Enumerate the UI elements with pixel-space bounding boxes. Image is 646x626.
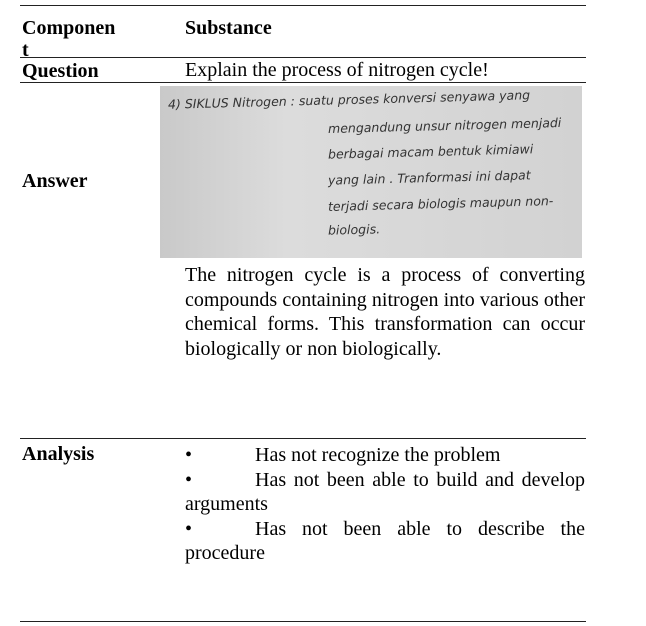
bullet-text: Has not been able to build and develop a… (185, 468, 585, 516)
bullet-item: • Has not been able to build and develop … (185, 468, 585, 517)
bullet: • (185, 517, 193, 540)
header-cell: Substance (185, 17, 272, 39)
table-rule (20, 438, 586, 439)
bullet-text: Has not been able to describe the proced… (185, 517, 585, 565)
handwriting-line: 4) SIKLUS Nitrogen : suatu proses konver… (167, 87, 531, 112)
handwriting-line: terjadi secara biologis maupun non- (327, 193, 554, 214)
table-rule (20, 5, 586, 6)
table-rule (20, 82, 586, 83)
bullet-item: • Has not been able to describe the proce… (185, 517, 585, 566)
row-content: Explain the process of nitrogen cycle! (185, 59, 489, 81)
row-label: Answer (22, 170, 88, 192)
handwriting-line: mengandung unsur nitrogen menjadi (327, 114, 562, 137)
handwriting-line: biologis. (327, 221, 381, 238)
table-rule (20, 57, 586, 58)
handwriting-image: 4) SIKLUS Nitrogen : suatu proses konver… (160, 86, 582, 258)
handwriting-line: berbagai macam bentuk kimiawi (327, 141, 534, 162)
bullet: • (185, 444, 193, 466)
bullet-list: • Has not recognize the problem • Has not b… (185, 443, 585, 566)
bullet-item: • Has not recognize the problem (185, 443, 585, 468)
header-cell: Component (22, 17, 116, 61)
row-label: Question (22, 60, 99, 82)
bullet: • (185, 468, 193, 491)
bullet-text: Has not recognize the problem (255, 444, 501, 466)
row-label: Analysis (22, 443, 95, 465)
table-rule (20, 621, 586, 622)
row-content: The nitrogen cycle is a process of conve… (185, 264, 585, 360)
handwriting-line: yang lain . Tranformasi ini dapat (327, 167, 531, 188)
